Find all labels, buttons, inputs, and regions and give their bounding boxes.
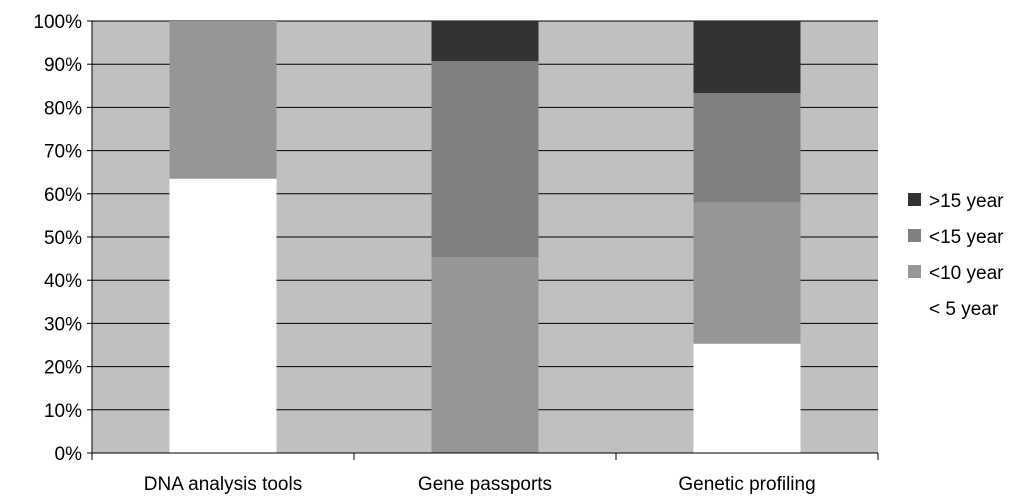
y-tick-label: 70% — [44, 142, 82, 163]
legend-label: >15 year — [929, 191, 1004, 212]
y-tick-label: 20% — [44, 358, 82, 379]
y-tick-label: 30% — [44, 314, 82, 335]
legend-label: <15 year — [929, 227, 1004, 248]
y-tick-label: 60% — [44, 185, 82, 206]
y-tick-label: 40% — [44, 271, 82, 292]
legend-swatch — [908, 229, 921, 242]
bars — [169, 21, 801, 453]
bar-segment — [169, 21, 277, 179]
y-axis: 0% 10% 20% 30% 40% 50% 60% 70% 80% 90% 100% — [33, 12, 93, 465]
bar-segment — [169, 178, 277, 453]
x-category-label: Genetic profiling — [678, 474, 815, 495]
legend-swatch — [908, 265, 921, 278]
y-tick-label: 50% — [44, 228, 82, 249]
bar-segment — [431, 257, 539, 453]
legend-swatch — [908, 301, 921, 314]
bar-segment — [431, 61, 539, 258]
bar-segment — [431, 21, 539, 62]
legend: >15 year <15 year <10 year < 5 year — [908, 191, 1004, 320]
x-category-label: DNA analysis tools — [144, 474, 302, 495]
legend-label: < 5 year — [929, 299, 999, 320]
bar-segment — [693, 202, 801, 344]
bar-segment — [693, 343, 801, 453]
y-tick-label: 10% — [44, 401, 82, 422]
y-tick-label: 0% — [55, 444, 83, 465]
legend-label: <10 year — [929, 263, 1004, 284]
x-category-label: Gene passports — [418, 474, 552, 495]
y-tick-label: 80% — [44, 98, 82, 119]
legend-swatch — [908, 193, 921, 206]
bar-segment — [693, 21, 801, 94]
y-tick-label: 100% — [33, 12, 82, 33]
y-tick-label: 90% — [44, 55, 82, 76]
x-axis: DNA analysis tools Gene passports Genetic … — [91, 452, 879, 495]
bar-segment — [693, 93, 801, 203]
